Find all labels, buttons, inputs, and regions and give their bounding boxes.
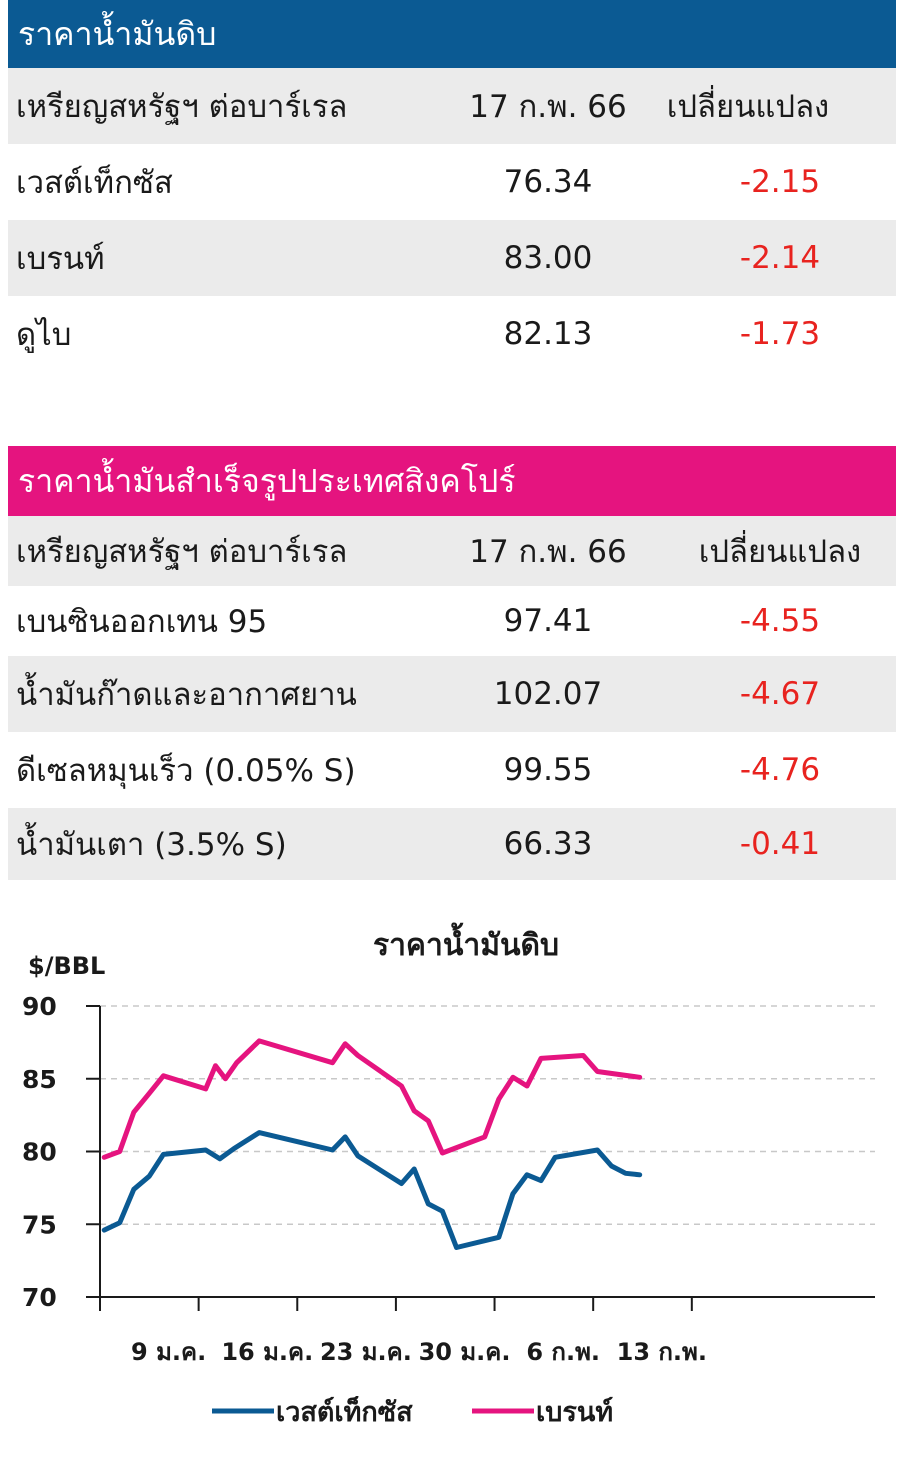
y-tick-label: 75: [22, 1210, 57, 1239]
x-tick-label: 30 ม.ค.: [419, 1338, 511, 1366]
y-tick-label: 80: [22, 1138, 57, 1167]
x-tick-label: 23 ม.ค.: [320, 1338, 412, 1366]
refined-col-date: 17 ก.พ. 66: [469, 534, 627, 570]
crude-header: ราคาน้ำมันดิบ: [8, 0, 896, 68]
table-row: เบนซินออกเทน 95 97.41 -4.55: [8, 586, 896, 656]
x-tick-label: 6 ก.พ.: [526, 1338, 600, 1366]
crude-title: ราคาน้ำมันดิบ: [18, 15, 217, 53]
table-row: น้ำมันก๊าดและอากาศยาน 102.07 -4.67: [8, 656, 896, 732]
x-tick-label: 9 ม.ค.: [131, 1338, 206, 1366]
chart-svg: ราคาน้ำมันดิบ $/BBL 70 75 80 85 90 9 ม.ค. 16 ม.ค…: [22, 922, 875, 1428]
refined-col-unit: เหรียญสหรัฐฯ ต่อบาร์เรล: [16, 534, 348, 570]
x-tick-label: 16 ม.ค.: [221, 1338, 313, 1366]
refined-row-change: -4.76: [739, 752, 821, 788]
refined-row-name: เบนซินออกเทน 95: [16, 604, 268, 640]
refined-row-change: -4.55: [739, 603, 821, 639]
y-tick-label: 70: [22, 1283, 57, 1312]
crude-row-name: ดูไบ: [16, 317, 72, 353]
y-axis-label: $/BBL: [28, 952, 105, 980]
series-line-2: [101, 1038, 643, 1160]
crude-row-name: เวสต์เท็กซัส: [16, 165, 173, 201]
crude-row-price: 76.34: [503, 164, 593, 200]
table-row: น้ำมันเตา (3.5% S) 66.33 -0.41: [8, 808, 896, 880]
table-row: เวสต์เท็กซัส 76.34 -2.15: [8, 144, 896, 220]
crude-row-change: -1.73: [739, 316, 821, 352]
crude-row-price: 82.13: [503, 316, 593, 352]
table-row: เบรนท์ 83.00 -2.14: [8, 220, 896, 296]
y-tick-label: 85: [22, 1065, 57, 1094]
legend-label: เวสต์เท็กซัส: [276, 1394, 413, 1428]
refined-row-name: ดีเซลหมุนเร็ว (0.05% S): [16, 753, 356, 789]
refined-row-price: 97.41: [503, 603, 593, 639]
crude-row-price: 83.00: [503, 240, 593, 276]
refined-title: ราคาน้ำมันสำเร็จรูปประเทศสิงคโปร์: [18, 462, 516, 500]
crude-row-change: -2.14: [739, 240, 821, 276]
refined-header: ราคาน้ำมันสำเร็จรูปประเทศสิงคโปร์: [8, 446, 896, 516]
x-tick-label: 13 ก.พ.: [617, 1338, 707, 1366]
refined-row-price: 102.07: [493, 676, 603, 712]
refined-row-change: -4.67: [739, 676, 821, 712]
crude-col-date: 17 ก.พ. 66: [469, 89, 627, 125]
crude-col-unit: เหรียญสหรัฐฯ ต่อบาร์เรล: [16, 89, 348, 125]
crude-column-header-row: เหรียญสหรัฐฯ ต่อบาร์เรล 17 ก.พ. 66 เปลี่…: [8, 68, 896, 144]
crude-row-name: เบรนท์: [16, 241, 105, 277]
refined-row-change: -0.41: [739, 826, 821, 862]
crude-col-change: เปลี่ยนแปลง: [666, 89, 830, 125]
crude-row-change: -2.15: [739, 164, 821, 200]
refined-column-header-row: เหรียญสหรัฐฯ ต่อบาร์เรล 17 ก.พ. 66 เปลี่…: [8, 516, 896, 586]
series-line-1: [101, 1130, 643, 1250]
y-tick-label: 90: [22, 992, 57, 1021]
table-row: ดูไบ 82.13 -1.73: [8, 296, 896, 372]
refined-row-price: 99.55: [503, 752, 593, 788]
chart-title: ราคาน้ำมันดิบ: [373, 922, 559, 963]
refined-row-name: น้ำมันเตา (3.5% S): [16, 827, 287, 863]
refined-row-price: 66.33: [503, 826, 593, 862]
refined-col-change: เปลี่ยนแปลง: [698, 534, 862, 570]
refined-row-name: น้ำมันก๊าดและอากาศยาน: [16, 677, 357, 713]
legend-label: เบรนท์: [536, 1396, 613, 1428]
crude-price-chart: ราคาน้ำมันดิบ $/BBL 70 75 80 85 90 9 ม.ค. 16 ม.ค…: [0, 905, 912, 1445]
table-row: ดีเซลหมุนเร็ว (0.05% S) 99.55 -4.76: [8, 732, 896, 808]
